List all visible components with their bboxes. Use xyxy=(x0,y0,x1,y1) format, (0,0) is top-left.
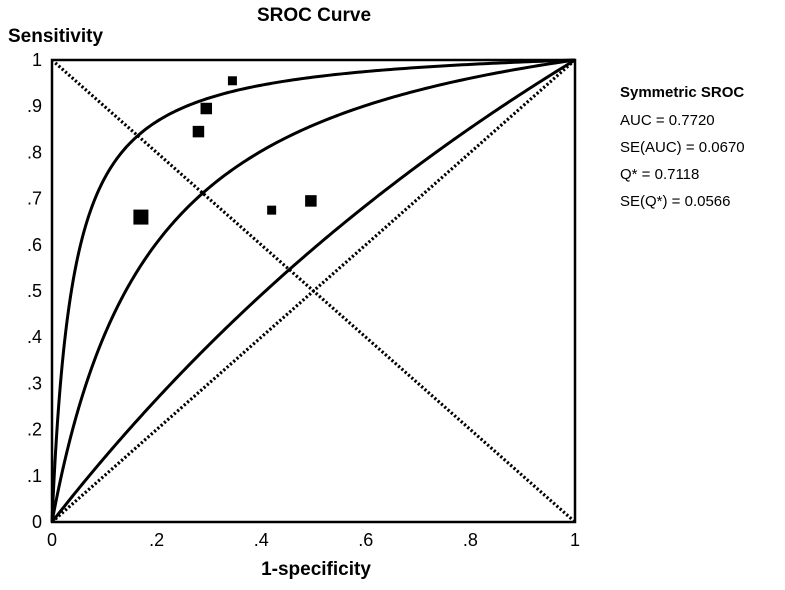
y-tick-label: .2 xyxy=(27,420,42,440)
plot-area xyxy=(50,58,577,524)
study-point-5 xyxy=(267,205,277,215)
y-tick-label: .6 xyxy=(27,235,42,255)
y-tick-label: 0 xyxy=(32,512,42,532)
legend-q-star: Q* = 0.7118 xyxy=(620,166,699,183)
y-tick-label: .8 xyxy=(27,142,42,162)
y-tick-label: 1 xyxy=(32,50,42,70)
legend-se-auc: SE(AUC) = 0.0670 xyxy=(620,139,745,156)
legend-title: Symmetric SROC xyxy=(620,84,744,101)
study-point-2 xyxy=(192,125,205,138)
y-axis-label: Sensitivity xyxy=(8,26,103,47)
tick-labels: 0 .2 .4 .6 .8 1 0 .1 .2 .3 .4 .5 .6 .7 .8 .9 1 xyxy=(27,50,580,550)
upper-ci-curve xyxy=(50,58,576,522)
x-tick-label: .2 xyxy=(149,530,164,550)
y-tick-label: .1 xyxy=(27,466,42,486)
chart-title: SROC Curve xyxy=(257,5,371,26)
x-tick-label: .4 xyxy=(254,530,269,550)
sroc-curve xyxy=(50,58,576,523)
study-point-1 xyxy=(133,209,149,225)
y-tick-label: .3 xyxy=(27,373,42,393)
x-axis-label: 1-specificity xyxy=(261,559,371,580)
x-tick-label: 0 xyxy=(47,530,57,550)
x-tick-label: .8 xyxy=(463,530,478,550)
x-tick-label: .6 xyxy=(358,530,373,550)
study-point-3 xyxy=(200,102,213,115)
legend-se-q-star: SE(Q*) = 0.0566 xyxy=(620,193,730,210)
q-star-line xyxy=(50,58,577,524)
study-point-6 xyxy=(305,195,317,207)
legend-auc: AUC = 0.7720 xyxy=(620,112,715,129)
y-tick-label: .9 xyxy=(27,96,42,116)
y-tick-label: .5 xyxy=(27,281,42,301)
y-tick-label: .7 xyxy=(27,189,42,209)
plot-frame xyxy=(50,58,577,524)
study-point-4 xyxy=(227,76,237,86)
lower-ci-curve xyxy=(50,58,576,524)
y-tick-label: .4 xyxy=(27,327,42,347)
legend: Symmetric SROC AUC = 0.7720 SE(AUC) = 0.… xyxy=(620,84,745,210)
x-tick-label: 1 xyxy=(570,530,580,550)
